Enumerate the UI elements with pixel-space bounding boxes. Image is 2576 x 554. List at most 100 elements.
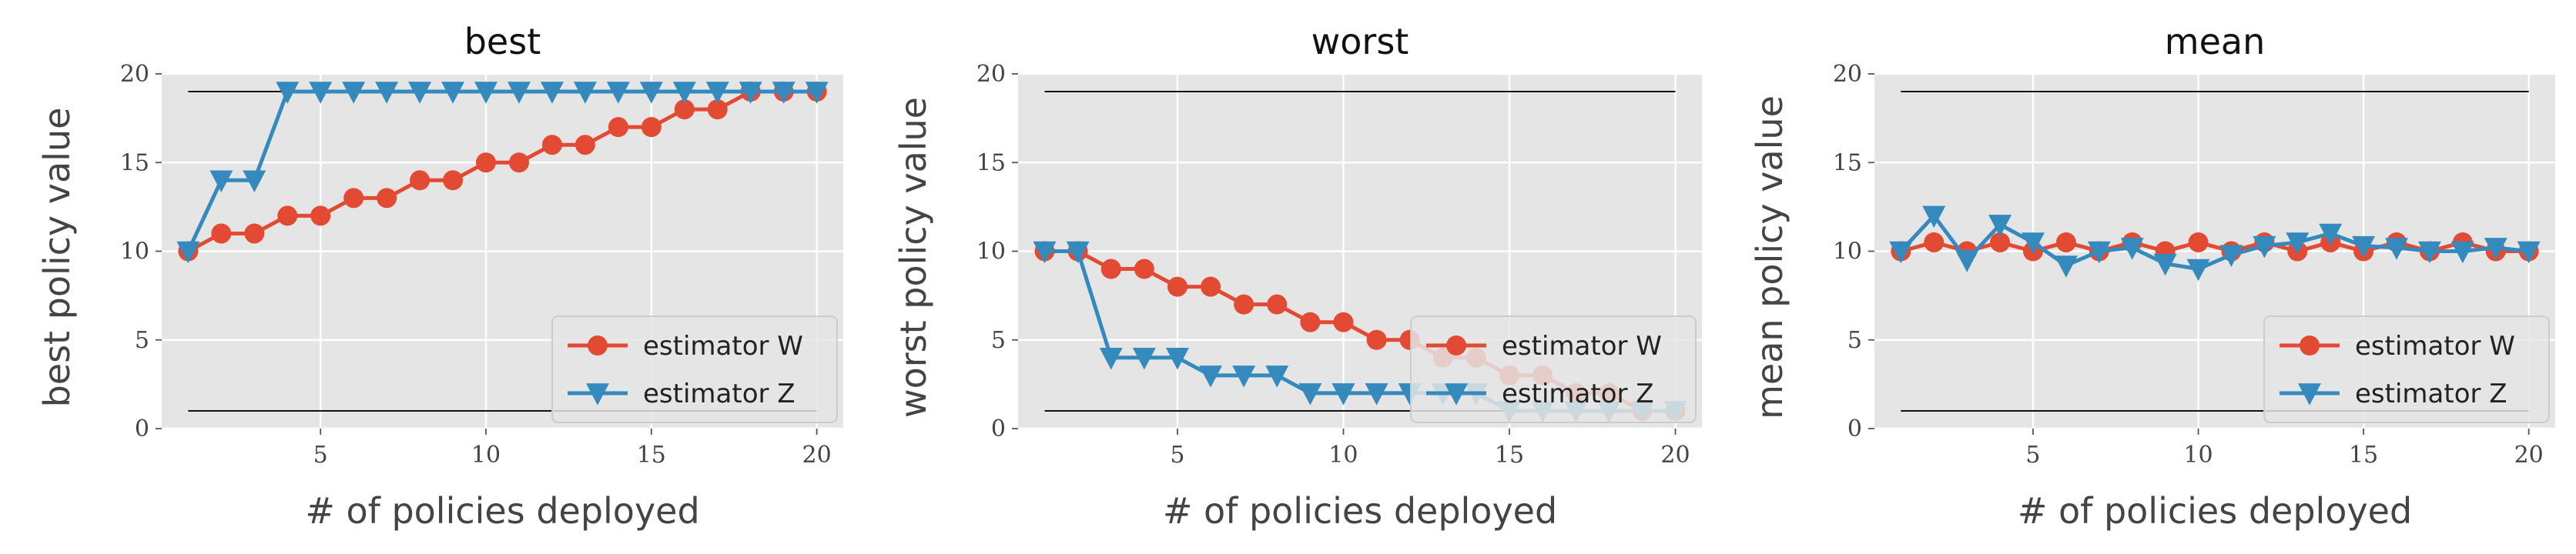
data-point	[410, 170, 430, 191]
data-point	[2186, 259, 2210, 282]
y-tick-label: 10	[120, 239, 149, 265]
x-tick-label: 15	[1495, 442, 1524, 469]
data-point	[375, 82, 399, 104]
data-point	[474, 82, 498, 104]
data-point	[1066, 241, 1090, 264]
legend-marker	[588, 335, 608, 355]
x-tick-label: 20	[802, 442, 832, 469]
data-point	[1100, 259, 1121, 279]
x-tick-label: 20	[2514, 442, 2544, 469]
data-point	[2219, 245, 2243, 267]
data-point	[1889, 241, 1913, 264]
data-point	[2352, 235, 2376, 259]
data-point	[674, 99, 695, 120]
data-point	[342, 82, 366, 104]
data-point	[2286, 232, 2310, 255]
data-point	[1265, 365, 1289, 388]
x-tick-label: 5	[2025, 442, 2040, 469]
y-tick-label: 20	[1833, 61, 1862, 88]
legend-label: estimator W	[1502, 331, 1662, 362]
legend-entry-estimator-z: estimator Z	[568, 379, 796, 409]
legend-label: estimator W	[643, 331, 803, 362]
y-tick-label: 10	[1833, 239, 1862, 265]
data-point	[2385, 238, 2409, 260]
data-point	[2021, 232, 2045, 255]
x-tick-label: 10	[1328, 442, 1358, 469]
y-axis-label: worst policy value	[893, 97, 934, 418]
data-point	[441, 82, 465, 104]
data-point	[641, 117, 662, 138]
data-point	[277, 205, 298, 226]
data-point	[1298, 383, 1322, 405]
legend: estimator W estimator Z	[551, 315, 838, 423]
series-estimator-z	[176, 82, 829, 264]
data-point	[1132, 348, 1156, 370]
data-point	[1990, 232, 2011, 252]
data-point	[2484, 238, 2507, 260]
data-point	[1033, 241, 1057, 264]
data-point	[1267, 294, 1288, 315]
data-point	[705, 82, 729, 104]
data-point	[639, 82, 663, 104]
data-point	[243, 170, 266, 193]
data-point	[2054, 255, 2078, 278]
data-point	[1099, 348, 1123, 370]
chart-panel-mean: 0 5 10 15 20 5 10 15 20 estimator W estimator Z mea…	[1749, 21, 2555, 532]
legend-marker	[1445, 383, 1468, 405]
data-point	[1365, 383, 1388, 405]
x-tick-label: 15	[2349, 442, 2378, 469]
data-point	[309, 82, 333, 104]
data-point	[574, 135, 595, 155]
data-point	[2153, 253, 2177, 276]
data-point	[1922, 205, 1946, 229]
y-tick-label: 15	[120, 149, 149, 176]
data-point	[508, 152, 529, 173]
data-point	[2417, 241, 2441, 264]
legend-marker	[2298, 383, 2321, 405]
legend-label: estimator Z	[2355, 379, 2507, 409]
data-point	[1201, 276, 1221, 297]
legend-label: estimator Z	[1502, 379, 1654, 409]
legend: estimator W estimator Z	[2263, 315, 2550, 423]
panel-title: worst	[1311, 21, 1409, 62]
data-point	[408, 82, 432, 104]
x-tick-label: 5	[1170, 442, 1184, 469]
data-point	[1988, 215, 2012, 237]
y-tick-label: 10	[976, 239, 1006, 265]
data-point	[443, 170, 464, 191]
legend-label: estimator W	[2355, 331, 2515, 362]
y-tick-label: 15	[1833, 149, 1862, 176]
data-point	[541, 135, 562, 155]
data-point	[573, 82, 597, 104]
data-point	[1366, 329, 1387, 350]
x-tick-label: 10	[2183, 442, 2213, 469]
chart-panel-worst: 0 5 10 15 20 5 10 15 20 estimator W estimator Z wor…	[893, 21, 1702, 532]
y-axis-label: mean policy value	[1749, 95, 1790, 419]
y-tick-label: 0	[1847, 416, 1862, 442]
legend-entry-estimator-z: estimator Z	[1426, 379, 1654, 409]
series-estimator-z	[1889, 205, 2541, 282]
y-tick-label: 5	[135, 327, 149, 354]
data-point	[507, 82, 531, 104]
data-point	[1232, 365, 1256, 388]
y-tick-label: 20	[976, 61, 1006, 88]
y-tick-label: 5	[1847, 327, 1862, 354]
legend-marker	[586, 383, 609, 405]
data-point	[2055, 232, 2076, 252]
data-point	[805, 82, 829, 104]
data-point	[540, 82, 564, 104]
data-point	[1333, 312, 1354, 332]
data-point	[343, 188, 364, 209]
data-point	[310, 205, 331, 226]
y-tick-label: 0	[135, 416, 149, 442]
data-point	[211, 223, 232, 244]
data-point	[2188, 232, 2209, 252]
x-axis-label: # of policies deployed	[2018, 490, 2412, 532]
y-tick-label: 0	[991, 416, 1006, 442]
panel-title: best	[464, 21, 541, 62]
x-tick-label: 20	[1660, 442, 1690, 469]
data-point	[608, 117, 628, 138]
data-point	[476, 152, 497, 173]
y-tick-label: 15	[976, 149, 1006, 176]
data-point	[276, 82, 300, 104]
